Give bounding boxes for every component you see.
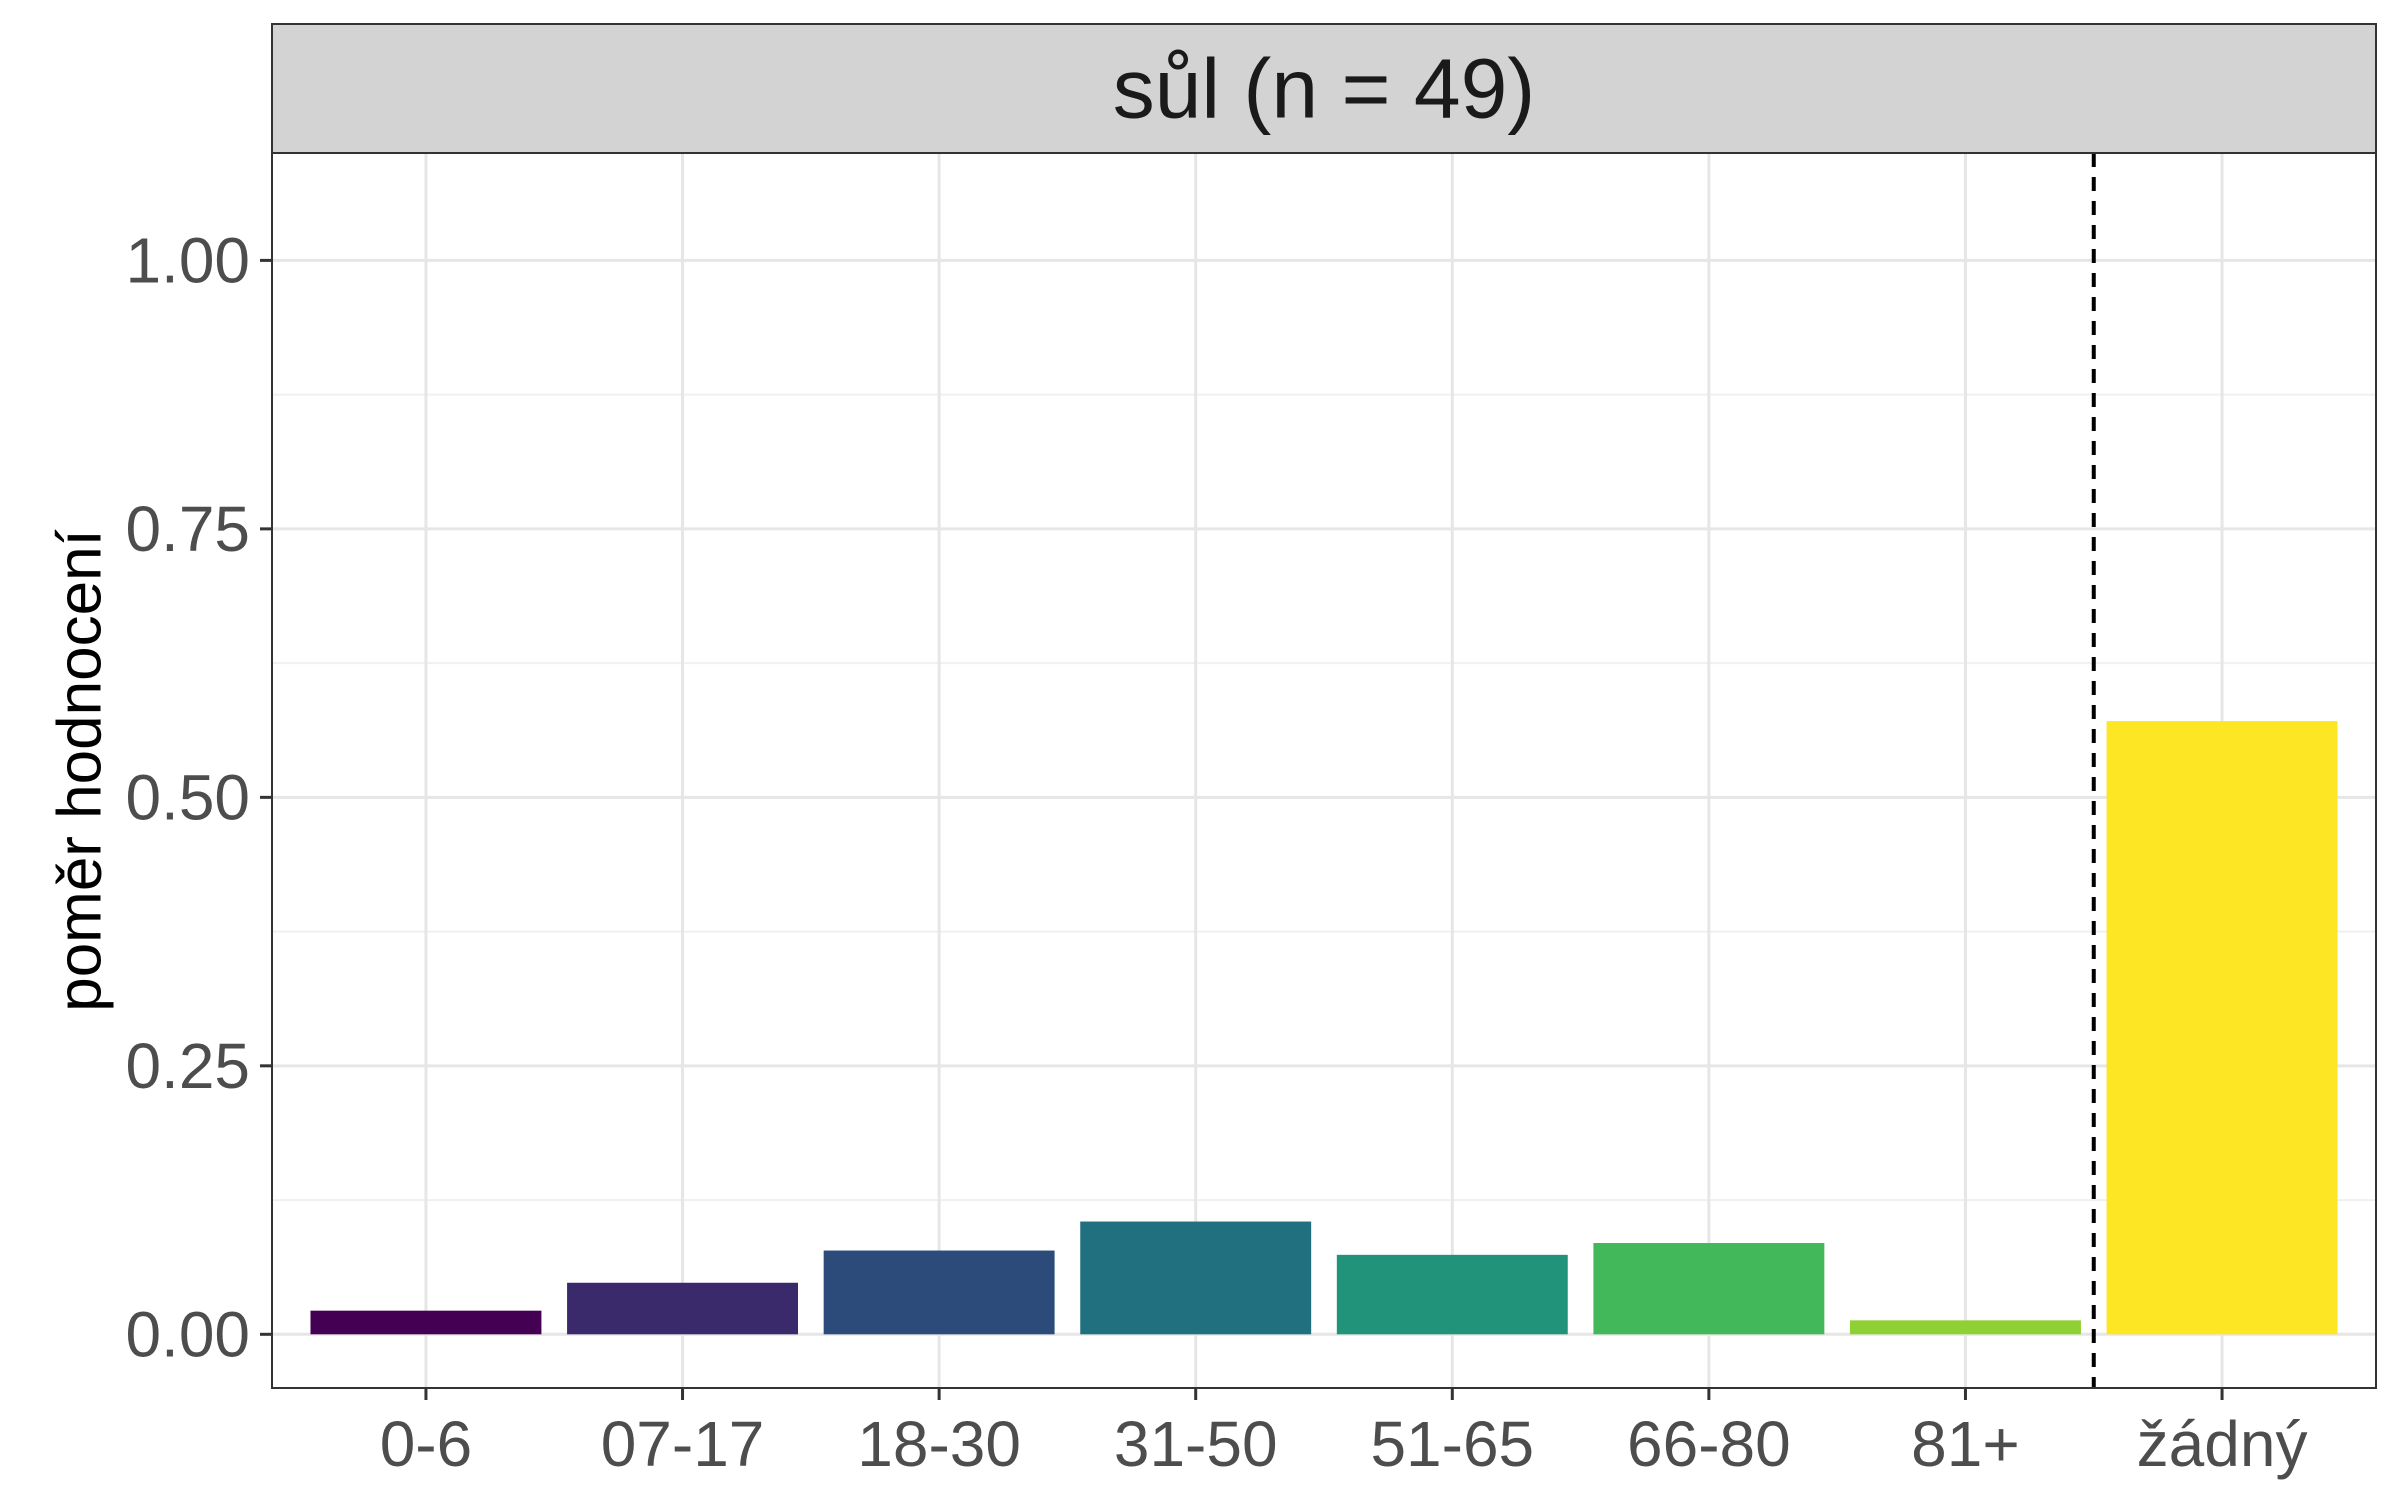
x-tick-label: 07-17 — [601, 1408, 765, 1480]
x-tick-label: 66-80 — [1627, 1408, 1791, 1480]
y-axis-title: poměr hodnocení — [46, 529, 115, 1012]
facet-strip: sůl (n = 49) — [271, 23, 2377, 154]
facet-title: sůl (n = 49) — [1113, 42, 1536, 136]
x-tick-label: 31-50 — [1114, 1408, 1278, 1480]
gridlines — [272, 153, 2376, 1388]
bar-žádný — [2106, 721, 2338, 1335]
x-tick-label: žádný — [2137, 1408, 2308, 1480]
bar-18-30 — [823, 1250, 1055, 1335]
facet-strip-background — [271, 23, 2377, 154]
bar-31-50 — [1080, 1221, 1312, 1335]
bar-0-6 — [310, 1310, 542, 1335]
y-tick-label: 0.25 — [125, 1030, 250, 1102]
x-tick-label: 0-6 — [380, 1408, 473, 1480]
y-tick-label: 0.00 — [125, 1298, 250, 1370]
bar-51-65 — [1336, 1254, 1568, 1335]
bars — [310, 721, 2338, 1335]
bar-81+ — [1850, 1320, 2081, 1335]
bar-66-80 — [1593, 1243, 1825, 1335]
y-tick-label: 0.50 — [125, 761, 250, 833]
x-tick-label: 51-65 — [1370, 1408, 1534, 1480]
y-axis: 0.00 0.25 0.50 0.75 1.00 — [125, 224, 272, 1370]
y-tick-label: 1.00 — [125, 224, 250, 296]
x-tick-label: 81+ — [1911, 1408, 2020, 1480]
panel-background — [272, 153, 2376, 1388]
bar-07-17 — [567, 1282, 798, 1335]
y-tick-label: 0.75 — [125, 493, 250, 565]
x-axis: 0-6 07-17 18-30 31-50 51-65 66-80 81+ žádný — [380, 1388, 2308, 1480]
x-tick-label: 18-30 — [857, 1408, 1021, 1480]
